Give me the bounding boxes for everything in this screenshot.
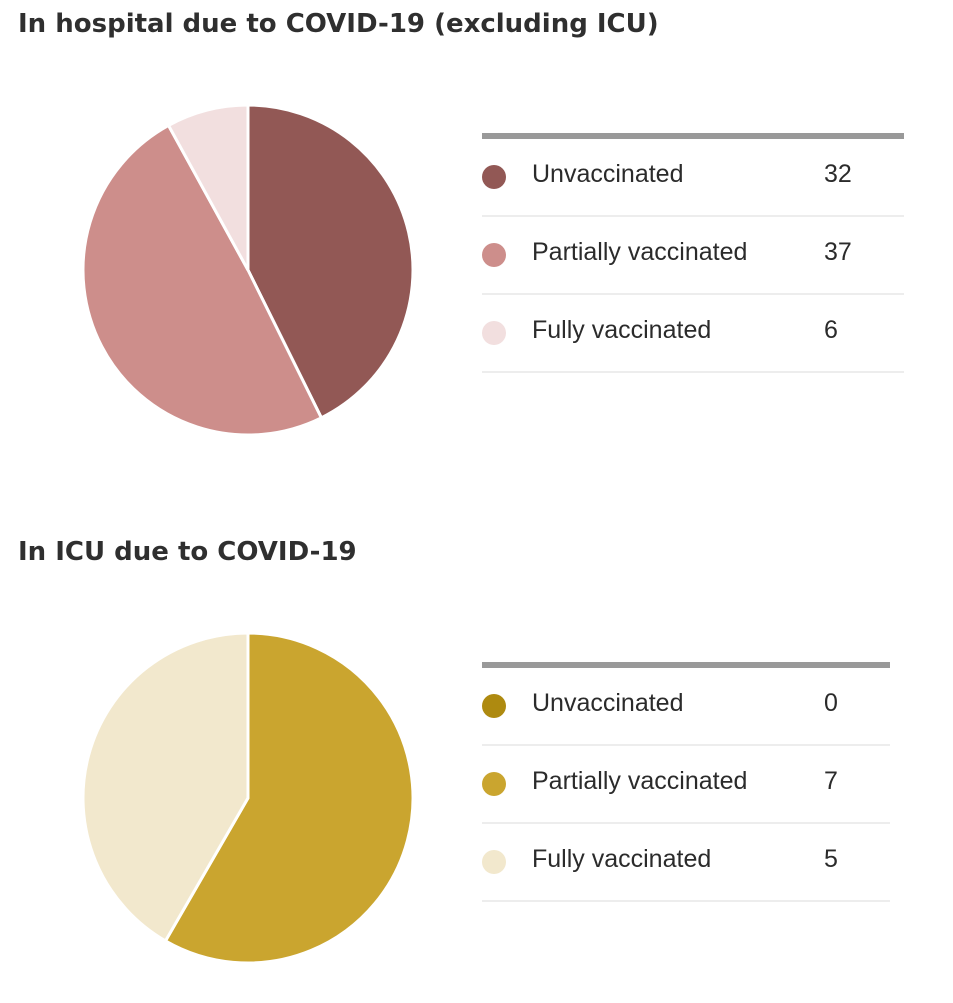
hospital-legend: Unvaccinated 32 Partially vaccinated 37 … [482,133,904,373]
pie-slice-unvaccinated [246,103,415,420]
partially-vaccinated-swatch [482,772,506,796]
legend-label: Unvaccinated [532,160,684,188]
icu-legend: Unvaccinated 0 Partially vaccinated 7 Fu… [482,662,890,902]
fully-vaccinated-swatch [482,321,506,345]
legend-row-fully-vaccinated: Fully vaccinated 5 [482,824,890,902]
legend-value: 0 [824,689,838,717]
legend-label: Fully vaccinated [532,845,712,873]
pie-slice-fully-vaccinated [167,103,250,272]
unvaccinated-swatch [482,165,506,189]
legend-value: 5 [824,845,838,873]
legend-value: 32 [824,160,852,188]
legend-label: Fully vaccinated [532,316,712,344]
pie-slice-partially-vaccinated [81,123,323,437]
legend-row-partially-vaccinated: Partially vaccinated 37 [482,217,904,295]
legend-label: Unvaccinated [532,689,684,717]
pie-slice-partially-vaccinated [164,631,415,965]
legend-label: Partially vaccinated [532,238,748,266]
legend-row-unvaccinated: Unvaccinated 0 [482,668,890,746]
legend-label: Partially vaccinated [532,767,748,795]
hospital-chart-title: In hospital due to COVID-19 (excluding I… [18,9,659,39]
hospital-pie-chart [81,103,415,437]
legend-row-partially-vaccinated: Partially vaccinated 7 [482,746,890,824]
partially-vaccinated-swatch [482,243,506,267]
fully-vaccinated-swatch [482,850,506,874]
legend-row-unvaccinated: Unvaccinated 32 [482,139,904,217]
legend-value: 6 [824,316,838,344]
icu-chart-title: In ICU due to COVID-19 [18,537,357,567]
unvaccinated-swatch [482,694,506,718]
icu-pie-chart [81,631,415,965]
legend-row-fully-vaccinated: Fully vaccinated 6 [482,295,904,373]
legend-value: 37 [824,238,852,266]
pie-slice-fully-vaccinated [81,631,250,943]
legend-value: 7 [824,767,838,795]
